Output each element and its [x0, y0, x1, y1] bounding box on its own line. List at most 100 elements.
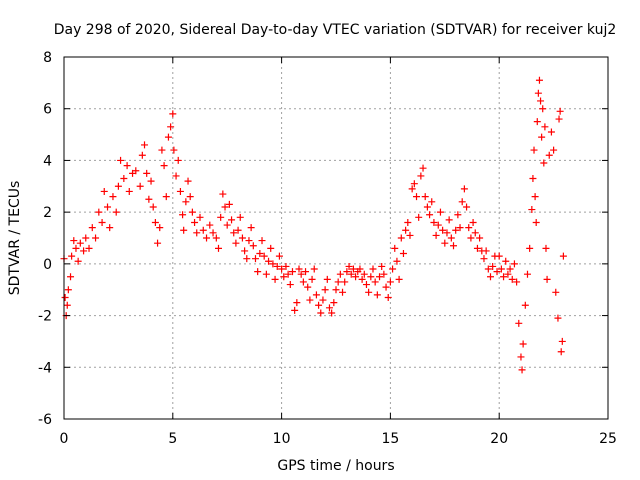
data-point-0-182 [471, 229, 479, 237]
data-point-0-205 [519, 340, 527, 348]
data-point-0-53 [184, 177, 192, 185]
data-point-0-183 [473, 244, 481, 252]
data-point-0-105 [304, 283, 312, 291]
data-point-0-129 [356, 265, 364, 273]
data-point-0-196 [502, 257, 510, 265]
data-point-0-189 [486, 273, 494, 281]
data-point-0-198 [506, 265, 514, 273]
data-point-0-131 [360, 270, 368, 278]
data-point-0-135 [369, 265, 377, 273]
data-point-0-49 [176, 187, 184, 195]
data-point-0-95 [282, 262, 290, 270]
data-point-0-190 [489, 262, 497, 270]
data-point-0-130 [358, 275, 366, 283]
data-point-0-208 [526, 244, 534, 252]
data-point-0-32 [141, 141, 149, 149]
data-point-0-51 [180, 226, 188, 234]
y-tick-label--6: -6 [38, 412, 52, 428]
data-point-0-110 [315, 301, 323, 309]
data-point-0-227 [552, 288, 560, 296]
data-point-0-84 [258, 237, 266, 245]
data-point-0-71 [230, 229, 238, 237]
data-point-0-167 [439, 226, 447, 234]
data-point-0-175 [456, 224, 464, 232]
data-point-0-224 [545, 151, 553, 159]
grid-lines [64, 57, 608, 419]
data-point-0-33 [143, 169, 151, 177]
y-tick-label-0: 0 [43, 257, 52, 273]
data-point-0-7 [70, 237, 78, 245]
data-point-0-192 [493, 268, 501, 276]
data-point-0-109 [312, 291, 320, 299]
data-point-0-142 [384, 293, 392, 301]
data-point-0-206 [521, 301, 529, 309]
data-point-0-149 [399, 250, 407, 258]
data-point-0-170 [445, 216, 453, 224]
data-point-0-17 [98, 218, 106, 226]
data-point-0-41 [160, 162, 168, 170]
data-point-0-8 [72, 244, 80, 252]
data-point-0-144 [389, 265, 397, 273]
data-point-0-3 [63, 301, 71, 309]
data-point-0-222 [542, 244, 550, 252]
data-point-0-115 [325, 304, 333, 312]
x-tick-label-25: 25 [599, 431, 617, 447]
data-point-0-73 [234, 226, 242, 234]
data-point-0-27 [125, 187, 133, 195]
data-point-0-160 [423, 203, 431, 211]
data-point-0-229 [555, 115, 563, 123]
data-point-0-62 [209, 229, 217, 237]
x-axis-tick-labels: 0 5 10 15 20 25 [60, 431, 617, 447]
data-point-0-16 [95, 208, 103, 216]
data-point-0-197 [504, 270, 512, 278]
data-point-0-211 [530, 146, 538, 154]
data-point-0-43 [164, 133, 172, 141]
data-point-0-193 [495, 252, 503, 260]
data-point-0-82 [254, 268, 262, 276]
data-point-0-40 [158, 146, 166, 154]
data-point-0-145 [391, 244, 399, 252]
data-point-0-24 [117, 156, 125, 164]
data-point-0-187 [482, 247, 490, 255]
data-point-0-216 [535, 76, 543, 84]
data-point-0-66 [219, 190, 227, 198]
data-point-0-26 [123, 162, 131, 170]
data-point-0-121 [339, 288, 347, 296]
data-point-0-85 [260, 252, 268, 260]
data-point-0-14 [88, 224, 96, 232]
data-point-0-223 [543, 275, 551, 283]
data-point-0-140 [380, 270, 388, 278]
data-point-0-230 [556, 107, 564, 115]
data-point-0-184 [476, 234, 484, 242]
data-point-0-88 [267, 244, 275, 252]
x-tick-label-10: 10 [273, 431, 291, 447]
data-point-0-151 [404, 218, 412, 226]
data-point-0-15 [92, 234, 100, 242]
data-point-0-112 [319, 296, 327, 304]
data-point-0-11 [80, 247, 88, 255]
data-point-0-91 [273, 262, 281, 270]
data-point-0-45 [169, 110, 177, 118]
data-point-0-203 [517, 353, 525, 361]
data-point-0-118 [332, 286, 340, 294]
data-point-0-20 [106, 224, 114, 232]
data-point-0-65 [217, 213, 225, 221]
data-point-0-158 [419, 164, 427, 172]
data-point-0-157 [417, 172, 425, 180]
data-point-0-188 [484, 265, 492, 273]
data-series-sdtvar [60, 76, 567, 374]
data-point-0-63 [212, 234, 220, 242]
x-tick-label-20: 20 [490, 431, 508, 447]
x-tick-label-0: 0 [60, 431, 69, 447]
data-point-0-48 [174, 156, 182, 164]
data-point-0-126 [349, 265, 357, 273]
data-point-0-37 [151, 218, 159, 226]
data-point-0-171 [447, 234, 455, 242]
data-point-0-156 [415, 213, 423, 221]
data-point-0-100 [293, 299, 301, 307]
data-point-0-29 [132, 167, 140, 175]
data-point-0-228 [554, 314, 562, 322]
data-point-0-22 [112, 208, 120, 216]
data-point-0-132 [362, 281, 370, 289]
